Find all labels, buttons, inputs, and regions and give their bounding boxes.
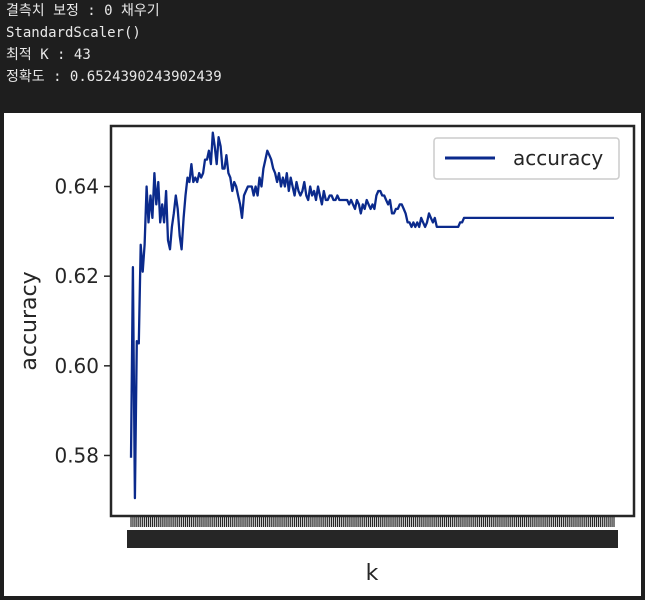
x-tick-labels-overlapped [127,530,618,548]
legend-label-accuracy: accuracy [513,146,603,170]
accuracy-series-line [129,131,614,500]
legend: accuracy [433,137,620,180]
console-line-scaler: StandardScaler() [6,25,141,41]
y-axis-label: accuracy [17,271,42,370]
x-axis-label: k [366,561,379,586]
y-tick-label: 0.62 [54,264,99,288]
y-tick-label: 0.64 [54,175,99,199]
chart-figure: 0.58 0.60 0.62 0.64 k accuracy accuracy [4,113,641,596]
y-tick-label: 0.58 [54,443,99,467]
accuracy-line-chart: 0.58 0.60 0.62 0.64 k accuracy accuracy [17,124,636,586]
plot-area-frame [109,124,636,518]
console-line-best-k: 최적 K : 43 [6,47,91,63]
console-line-accuracy: 정확도 : 0.6524390243902439 [6,69,222,85]
console-line-missing-fill: 결측치 보정 : 0 채우기 [6,3,160,19]
legend-box [433,137,620,180]
y-axis: 0.58 0.60 0.62 0.64 [54,175,111,467]
y-tick-label: 0.60 [54,354,99,378]
console-output: 결측치 보정 : 0 채우기 StandardScaler() 최적 K : 4… [0,0,645,110]
x-axis [127,516,618,548]
